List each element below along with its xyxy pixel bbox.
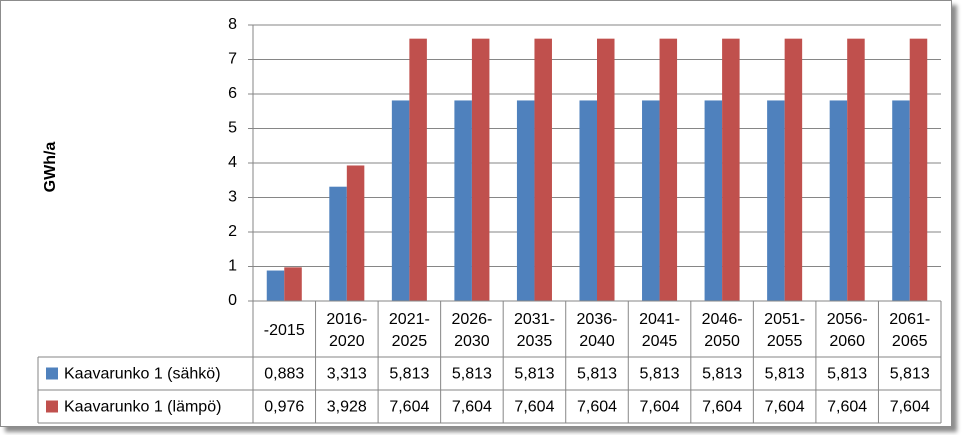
legend-swatch (46, 367, 58, 380)
bar-chart: GWh/a -20152016-20202021-20252026-203020… (37, 16, 942, 424)
table-value: 7,604 (827, 399, 867, 416)
bar (829, 100, 848, 301)
x-tick-label: 2040 (579, 333, 615, 350)
x-tick-label: 2036- (577, 311, 618, 328)
x-tick-label: 2061- (889, 311, 930, 328)
x-tick-label: 2031- (514, 311, 555, 328)
y-tick-label: 8 (228, 16, 237, 33)
x-tick-label: 2060 (829, 333, 865, 350)
table-value: 7,604 (577, 399, 617, 416)
table-value: 7,604 (514, 399, 554, 416)
table-value: 5,813 (827, 366, 867, 383)
x-tick-label: 2021- (389, 311, 430, 328)
bar (892, 100, 910, 301)
bar (346, 165, 365, 301)
table-value: 5,813 (389, 366, 429, 383)
y-tick-label: 4 (228, 154, 237, 171)
table-value: 7,604 (765, 399, 805, 416)
x-tick-label: 2050 (704, 333, 740, 350)
legend-label: Kaavarunko 1 (sähkö) (64, 366, 221, 383)
y-tick-label: 0 (228, 292, 237, 309)
y-tick-label: 3 (228, 189, 237, 206)
table-value: 7,604 (890, 399, 930, 416)
bar (847, 38, 865, 302)
table-value: 5,813 (452, 366, 492, 383)
y-tick-label: 6 (228, 85, 237, 102)
bar (266, 270, 285, 301)
x-tick-label: 2046- (702, 311, 743, 328)
bar (642, 100, 660, 301)
bar (284, 267, 302, 301)
x-tick-label: 2030 (454, 333, 490, 350)
table-value: 5,813 (702, 366, 742, 383)
x-tick-label: 2056- (827, 311, 868, 328)
legend-swatch (46, 400, 58, 413)
bar (767, 100, 785, 301)
bar (534, 38, 552, 302)
table-value: 3,313 (327, 366, 367, 383)
bar (471, 38, 490, 302)
x-tick-label: 2055 (767, 333, 803, 350)
x-tick-label: 2025 (392, 333, 428, 350)
table-value: 7,604 (702, 399, 742, 416)
y-axis-label: GWh/a (42, 142, 59, 193)
table-value: 0,883 (264, 366, 304, 383)
bar (597, 38, 615, 302)
x-tick-label: 2016- (326, 311, 367, 328)
x-tick-label: 2051- (764, 311, 805, 328)
table-value: 5,813 (577, 366, 617, 383)
legend-label: Kaavarunko 1 (lämpö) (64, 399, 221, 416)
y-tick-label: 1 (228, 258, 237, 275)
x-tick-label: 2045 (642, 333, 678, 350)
table-value: 5,813 (890, 366, 930, 383)
bar (391, 100, 410, 301)
table-value: 5,813 (765, 366, 805, 383)
x-tick-label: -2015 (264, 322, 305, 339)
bar (722, 38, 740, 302)
bar (516, 100, 535, 301)
bar (409, 38, 427, 302)
bar (659, 38, 678, 302)
y-tick-label: 5 (228, 120, 237, 137)
bar (704, 100, 723, 301)
y-tick-label: 2 (228, 223, 237, 240)
bar (579, 100, 597, 301)
table-value: 7,604 (640, 399, 680, 416)
table-value: 7,604 (452, 399, 492, 416)
x-tick-label: 2041- (639, 311, 680, 328)
bar (454, 100, 472, 301)
x-tick-label: 2020 (329, 333, 365, 350)
y-tick-label: 7 (228, 51, 237, 68)
x-tick-label: 2035 (517, 333, 553, 350)
x-tick-label: 2065 (892, 333, 928, 350)
bar (909, 38, 928, 302)
bar (784, 38, 803, 302)
x-tick-label: 2026- (451, 311, 492, 328)
chart-frame: GWh/a -2015 2016- 2020 2021- 2025 2026- 2030 20… (0, 0, 952, 427)
table-value: 5,813 (514, 366, 554, 383)
bar (329, 186, 347, 301)
table-value: 3,928 (327, 399, 367, 416)
table-value: 0,976 (264, 399, 304, 416)
table-value: 7,604 (389, 399, 429, 416)
table-value: 5,813 (640, 366, 680, 383)
